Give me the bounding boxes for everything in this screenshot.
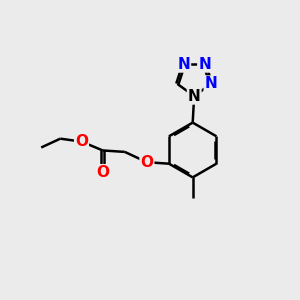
Text: N: N	[205, 76, 217, 92]
Text: O: O	[140, 155, 153, 170]
Text: N: N	[198, 57, 211, 72]
Text: N: N	[177, 57, 190, 72]
Text: O: O	[75, 134, 88, 149]
Text: N: N	[188, 88, 200, 104]
Text: O: O	[96, 165, 109, 180]
